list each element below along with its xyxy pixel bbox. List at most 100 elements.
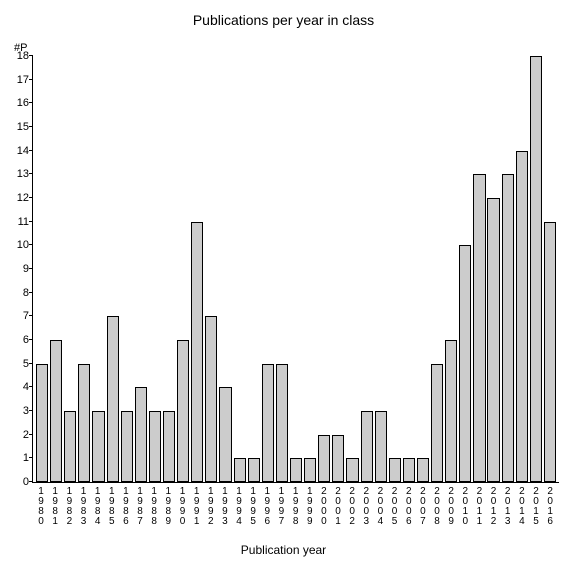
bar bbox=[36, 364, 48, 482]
chart-container: Publications per year in class #P 012345… bbox=[0, 0, 567, 567]
bar bbox=[121, 411, 133, 482]
y-tick-label: 15 bbox=[13, 121, 29, 133]
bar bbox=[234, 458, 246, 482]
x-tick-label: 2002 bbox=[345, 485, 359, 535]
y-tick-label: 10 bbox=[13, 239, 29, 251]
bar-slot bbox=[91, 56, 105, 482]
bar-slot bbox=[162, 56, 176, 482]
bar bbox=[290, 458, 302, 482]
bar bbox=[64, 411, 76, 482]
bar bbox=[487, 198, 499, 482]
bar bbox=[431, 364, 443, 482]
bar-slot bbox=[134, 56, 148, 482]
x-tick-label: 1982 bbox=[62, 485, 76, 535]
bar bbox=[346, 458, 358, 482]
y-tick-label: 6 bbox=[13, 334, 29, 346]
x-tick-label: 1984 bbox=[91, 485, 105, 535]
x-tick-label: 2004 bbox=[373, 485, 387, 535]
bar-slot bbox=[218, 56, 232, 482]
x-tick-label: 2013 bbox=[501, 485, 515, 535]
bar bbox=[445, 340, 457, 482]
y-tick-label: 0 bbox=[13, 476, 29, 488]
y-tick-label: 4 bbox=[13, 381, 29, 393]
x-tick-label: 1980 bbox=[34, 485, 48, 535]
bars-group bbox=[33, 56, 559, 482]
bar bbox=[219, 387, 231, 482]
bar-slot bbox=[458, 56, 472, 482]
bar-slot bbox=[515, 56, 529, 482]
bar-slot bbox=[388, 56, 402, 482]
x-tick-label: 2007 bbox=[416, 485, 430, 535]
y-tick-label: 17 bbox=[13, 74, 29, 86]
bar bbox=[177, 340, 189, 482]
bar-slot bbox=[77, 56, 91, 482]
x-tick-label: 2005 bbox=[388, 485, 402, 535]
bar-slot bbox=[120, 56, 134, 482]
y-tick-label: 11 bbox=[13, 216, 29, 228]
x-tick-label: 1983 bbox=[76, 485, 90, 535]
x-tick-label: 1988 bbox=[147, 485, 161, 535]
x-tick-label: 1987 bbox=[133, 485, 147, 535]
x-tick-label: 1996 bbox=[260, 485, 274, 535]
bar-slot bbox=[543, 56, 557, 482]
x-tick-label: 1992 bbox=[204, 485, 218, 535]
bar-slot bbox=[303, 56, 317, 482]
x-tick-label: 1998 bbox=[289, 485, 303, 535]
bar-slot bbox=[148, 56, 162, 482]
x-tick-label: 2001 bbox=[331, 485, 345, 535]
bar bbox=[459, 245, 471, 482]
bar bbox=[332, 435, 344, 482]
y-tick-label: 16 bbox=[13, 97, 29, 109]
bar bbox=[205, 316, 217, 482]
x-tick-label: 2006 bbox=[402, 485, 416, 535]
bar-slot bbox=[317, 56, 331, 482]
bar-slot bbox=[204, 56, 218, 482]
bar-slot bbox=[444, 56, 458, 482]
bar bbox=[502, 174, 514, 482]
x-tick-labels: 1980198119821983198419851986198719881989… bbox=[32, 485, 559, 535]
x-tick-label: 1985 bbox=[105, 485, 119, 535]
x-tick-label: 1981 bbox=[48, 485, 62, 535]
bar bbox=[248, 458, 260, 482]
x-tick-label: 2014 bbox=[515, 485, 529, 535]
x-tick-label: 1999 bbox=[303, 485, 317, 535]
bar-slot bbox=[374, 56, 388, 482]
bar-slot bbox=[402, 56, 416, 482]
bar bbox=[78, 364, 90, 482]
x-tick-label: 1986 bbox=[119, 485, 133, 535]
x-tick-label: 2011 bbox=[472, 485, 486, 535]
y-tick-label: 14 bbox=[13, 145, 29, 157]
y-tick-label: 12 bbox=[13, 192, 29, 204]
bar bbox=[473, 174, 485, 482]
bar-slot bbox=[35, 56, 49, 482]
bar bbox=[50, 340, 62, 482]
y-tick-label: 3 bbox=[13, 405, 29, 417]
bar bbox=[276, 364, 288, 482]
bar-slot bbox=[331, 56, 345, 482]
bar bbox=[191, 222, 203, 482]
x-tick-label: 1995 bbox=[246, 485, 260, 535]
y-tick-label: 8 bbox=[13, 287, 29, 299]
x-tick-label: 1997 bbox=[274, 485, 288, 535]
bar bbox=[163, 411, 175, 482]
bar bbox=[389, 458, 401, 482]
x-tick-label: 2012 bbox=[487, 485, 501, 535]
y-tick-label: 9 bbox=[13, 263, 29, 275]
bar bbox=[92, 411, 104, 482]
x-tick-label: 2010 bbox=[458, 485, 472, 535]
bar-slot bbox=[275, 56, 289, 482]
bar bbox=[417, 458, 429, 482]
bar-slot bbox=[529, 56, 543, 482]
bar-slot bbox=[501, 56, 515, 482]
x-axis-label: Publication year bbox=[0, 543, 567, 557]
x-tick-label: 2009 bbox=[444, 485, 458, 535]
bar-slot bbox=[176, 56, 190, 482]
bar-slot bbox=[49, 56, 63, 482]
bar-slot bbox=[430, 56, 444, 482]
x-tick-label: 1993 bbox=[218, 485, 232, 535]
bar bbox=[135, 387, 147, 482]
y-tick-label: 18 bbox=[13, 50, 29, 62]
plot-area: 0123456789101112131415161718 bbox=[32, 56, 559, 483]
bar bbox=[304, 458, 316, 482]
bar bbox=[516, 151, 528, 482]
